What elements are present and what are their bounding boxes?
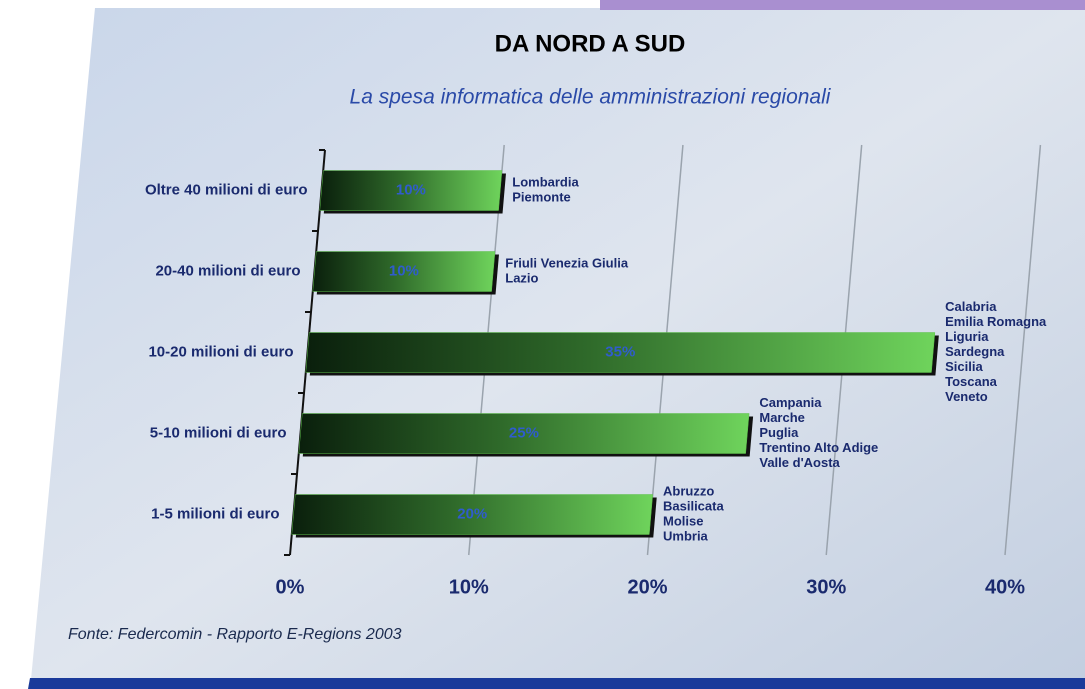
x-tick-label: 40% (985, 576, 1025, 598)
region-label: Sicilia (945, 359, 983, 374)
region-label: Calabria (945, 299, 997, 314)
category-label: Oltre 40 milioni di euro (145, 181, 308, 198)
value-label: 25% (509, 424, 539, 441)
bar (298, 413, 750, 454)
region-label: Valle d'Aosta (759, 455, 840, 470)
value-label: 35% (605, 343, 635, 360)
region-label: Trentino Alto Adige (759, 440, 878, 455)
x-tick-label: 20% (627, 576, 667, 598)
region-label: Veneto (945, 389, 988, 404)
x-tick-label: 10% (449, 576, 489, 598)
x-tick-label: 30% (806, 576, 846, 598)
region-label: Molise (663, 513, 703, 528)
region-label: Basilicata (663, 498, 724, 513)
region-label: Lazio (505, 270, 538, 285)
category-label: 10-20 milioni di euro (148, 343, 293, 360)
region-label: Abruzzo (663, 483, 714, 498)
region-label: Liguria (945, 329, 989, 344)
value-label: 10% (389, 262, 419, 279)
category-label: 1-5 milioni di euro (151, 505, 279, 522)
category-label: 20-40 milioni di euro (155, 262, 300, 279)
grid-line (1004, 144, 1042, 556)
region-label: Umbria (663, 528, 709, 543)
region-label: Sardegna (945, 344, 1005, 359)
bar (319, 170, 503, 211)
source-note: Fonte: Federcomin - Rapporto E-Regions 2… (68, 626, 402, 643)
chart-title: DA NORD A SUD (495, 30, 686, 57)
region-label: Toscana (945, 374, 998, 389)
top-strip (600, 0, 1085, 10)
x-tick-label: 0% (276, 576, 305, 598)
region-label: Friuli Venezia Giulia (505, 255, 629, 270)
region-label: Piemonte (512, 189, 571, 204)
bar (312, 251, 496, 292)
region-label: Emilia Romagna (945, 314, 1047, 329)
bottom-strip (28, 678, 1085, 689)
bar (305, 332, 936, 373)
value-label: 20% (457, 505, 487, 522)
chart-subtitle: La spesa informatica delle amministrazio… (350, 86, 832, 109)
region-label: Puglia (759, 425, 799, 440)
region-label: Lombardia (512, 174, 579, 189)
region-label: Marche (759, 410, 805, 425)
bar (291, 494, 654, 535)
region-label: Campania (759, 395, 822, 410)
category-label: 5-10 milioni di euro (150, 424, 287, 441)
value-label: 10% (396, 181, 426, 198)
